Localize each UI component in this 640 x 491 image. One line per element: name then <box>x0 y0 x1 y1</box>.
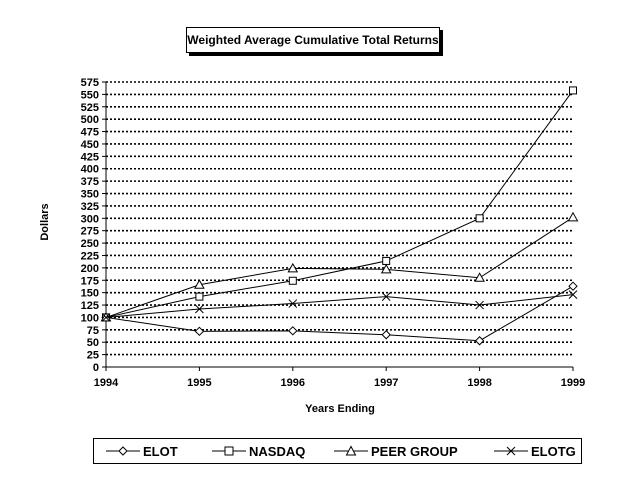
x-tick-label: 1996 <box>281 377 305 389</box>
data-point-nasdaq <box>382 256 391 265</box>
series-line-peer-group <box>105 216 574 318</box>
data-point-nasdaq <box>195 292 204 301</box>
x-tick-label: 1999 <box>561 377 585 389</box>
legend-swatch-nasdaq <box>212 446 246 456</box>
data-point-elot <box>381 330 391 340</box>
data-point-elot <box>474 336 485 346</box>
data-point-peer-group <box>287 262 299 273</box>
x-tick-label: 1994 <box>94 377 119 389</box>
y-tick-label: 150 <box>81 288 99 300</box>
y-tick-label: 350 <box>81 189 99 201</box>
y-tick-label: 225 <box>81 250 99 262</box>
legend-swatch-elot <box>106 446 140 456</box>
y-tick-labels: 0255075100125150175200225250275300325350… <box>81 77 99 374</box>
y-tick-label: 125 <box>81 300 99 312</box>
y-tick-label: 300 <box>81 213 99 225</box>
x-tick-label: 1997 <box>374 377 398 389</box>
y-tick-label: 0 <box>93 362 99 374</box>
y-tick-label: 200 <box>81 263 99 275</box>
y-tick-label: 25 <box>87 350 99 362</box>
y-tick-label: 550 <box>81 89 99 101</box>
y-axis-title: Dollars <box>39 203 51 240</box>
series-line-elotg <box>105 294 574 318</box>
series-elot <box>101 281 578 346</box>
legend-label-elot: ELOT <box>143 443 178 459</box>
legend-label-nasdaq: NASDAQ <box>249 443 306 459</box>
y-tick-label: 50 <box>87 337 99 349</box>
data-point-peer-group <box>567 211 579 222</box>
series-lines <box>100 86 579 346</box>
data-point-nasdaq <box>288 276 297 285</box>
y-tick-label: 425 <box>81 151 99 163</box>
series-nasdaq <box>102 86 577 322</box>
x-axis-title: Years Ending <box>305 403 375 415</box>
data-point-elotg <box>195 304 204 314</box>
data-point-elot <box>194 326 205 337</box>
data-point-elotg <box>381 292 391 301</box>
legend-item-peer-group: PEER GROUP <box>334 439 458 463</box>
chart-title: Weighted Average Cumulative Total Return… <box>186 27 440 53</box>
legend: ELOT NASDAQ PEER GROUP ELOTG <box>93 438 582 464</box>
x-tick-label: 1995 <box>187 377 211 389</box>
legend-item-elot: ELOT <box>106 439 178 463</box>
gridlines <box>106 81 573 356</box>
y-tick-label: 575 <box>81 77 99 89</box>
y-tick-label: 450 <box>81 139 99 151</box>
x-tick-label: 1998 <box>467 377 491 389</box>
data-point-elotg <box>568 290 578 299</box>
y-tick-label: 250 <box>81 238 99 250</box>
legend-swatch-peer-group <box>334 445 368 456</box>
data-point-elot <box>568 281 578 291</box>
legend-item-elotg: ELOTG <box>494 439 576 463</box>
series-line-elot <box>105 285 574 342</box>
data-point-nasdaq <box>569 86 577 95</box>
data-point-elotg <box>475 300 484 310</box>
y-tick-label: 375 <box>81 176 99 188</box>
data-point-elot <box>288 326 298 336</box>
y-tick-label: 325 <box>81 201 99 213</box>
y-tick-label: 400 <box>81 164 99 176</box>
data-point-peer-group <box>194 279 205 289</box>
data-point-elotg <box>101 313 111 322</box>
data-point-elotg <box>288 299 298 308</box>
series-elotg <box>101 290 578 322</box>
y-tick-label: 525 <box>81 102 99 114</box>
legend-label-peer-group: PEER GROUP <box>371 443 458 459</box>
series-line-nasdaq <box>105 90 574 318</box>
data-point-nasdaq <box>475 214 484 223</box>
y-tick-label: 500 <box>81 114 99 126</box>
y-tick-label: 175 <box>81 275 99 287</box>
y-tick-label: 475 <box>81 127 99 139</box>
data-point-peer-group <box>380 263 392 274</box>
y-tick-label: 75 <box>87 325 99 337</box>
y-tick-label: 100 <box>81 312 99 324</box>
legend-label-elotg: ELOTG <box>531 443 576 459</box>
legend-swatch-elotg <box>494 446 528 456</box>
data-point-peer-group <box>474 272 485 282</box>
x-tick-labels: 1994 1995 1996 1997 1998 1999 <box>94 377 585 389</box>
y-tick-label: 275 <box>81 226 99 238</box>
chart-title-text: Weighted Average Cumulative Total Return… <box>187 33 439 47</box>
legend-item-nasdaq: NASDAQ <box>212 439 305 463</box>
